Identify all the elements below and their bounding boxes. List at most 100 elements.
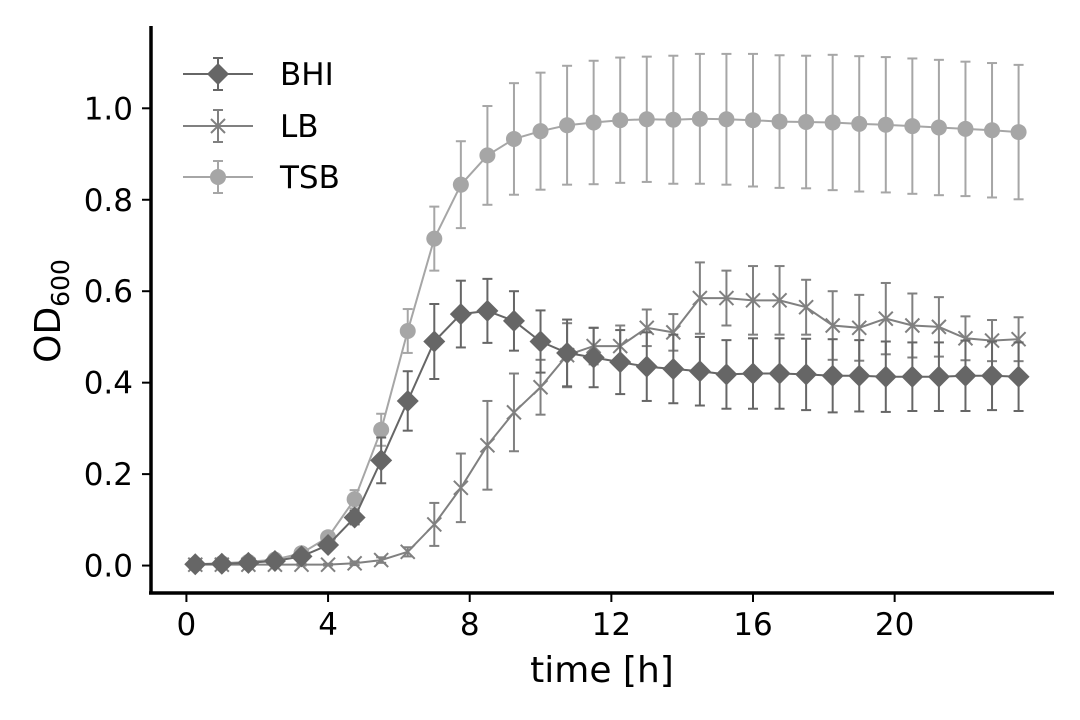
data-point-bhi xyxy=(874,365,897,388)
y-tick-label: 0.2 xyxy=(84,457,133,493)
axes xyxy=(149,26,1054,595)
data-point-lb xyxy=(771,292,788,309)
data-point-lb xyxy=(931,319,947,335)
data-point-tsb xyxy=(559,117,576,134)
y-axis-title-main: OD xyxy=(28,307,69,363)
legend-marker xyxy=(207,63,229,85)
data-point-bhi xyxy=(556,341,579,364)
legend-label: LB xyxy=(280,109,319,145)
data-point-bhi xyxy=(529,330,552,353)
data-point-tsb xyxy=(930,119,947,136)
x-tick-label: 4 xyxy=(318,607,338,643)
x-ticks: 0 4 8 12 16 20 xyxy=(177,593,914,643)
data-point-lb xyxy=(479,437,496,454)
data-point-tsb xyxy=(638,111,655,128)
data-point-tsb xyxy=(824,114,841,131)
data-point-lb xyxy=(718,290,735,306)
data-point-bhi xyxy=(502,309,525,332)
data-point-bhi xyxy=(210,552,233,575)
data-point-tsb xyxy=(904,118,921,135)
data-point-tsb xyxy=(399,322,416,339)
data-point-lb xyxy=(878,310,894,327)
y-axis-title: OD600 xyxy=(28,259,75,363)
data-point-tsb xyxy=(585,114,602,131)
data-point-tsb xyxy=(798,114,815,131)
data-point-tsb xyxy=(505,130,522,147)
data-point-lb xyxy=(400,544,416,560)
y-ticks: 0.0 0.2 0.4 0.6 0.8 1.0 xyxy=(84,91,151,585)
data-point-tsb xyxy=(691,110,708,127)
data-point-tsb xyxy=(665,111,682,128)
data-point-lb xyxy=(346,555,363,571)
data-point-lb xyxy=(904,317,921,334)
data-point-tsb xyxy=(452,176,469,193)
data-point-bhi xyxy=(768,362,791,385)
data-point-lb xyxy=(665,324,682,341)
data-point-lb xyxy=(532,379,549,395)
legend-label: BHI xyxy=(280,57,334,93)
data-point-bhi xyxy=(901,365,924,388)
data-point-bhi xyxy=(795,363,818,386)
y-axis-title-subscript: 600 xyxy=(46,259,75,307)
data-point-bhi xyxy=(927,365,950,388)
data-point-bhi xyxy=(688,360,711,383)
data-point-bhi xyxy=(476,299,499,322)
data-point-lb xyxy=(1010,331,1027,347)
data-point-tsb xyxy=(426,230,443,247)
data-point-tsb xyxy=(479,147,496,164)
data-point-bhi xyxy=(343,506,366,529)
data-point-lb xyxy=(745,292,761,309)
data-point-lb xyxy=(798,299,814,315)
data-point-bhi xyxy=(582,346,605,369)
data-point-bhi xyxy=(848,364,871,387)
x-tick-label: 0 xyxy=(177,607,197,643)
data-point-tsb xyxy=(877,116,894,133)
data-point-bhi xyxy=(396,389,419,412)
x-tick-label: 16 xyxy=(733,607,772,643)
x-axis-title: time [h] xyxy=(530,650,674,691)
legend-marker xyxy=(210,118,226,134)
data-point-lb xyxy=(426,516,443,533)
data-point-bhi xyxy=(609,351,632,374)
legend: BHI LB TSB xyxy=(183,57,340,196)
series-lb xyxy=(187,261,1027,573)
data-point-bhi xyxy=(1007,365,1030,388)
data-point-lb xyxy=(506,404,522,421)
data-point-tsb xyxy=(532,123,549,140)
series-line-lb xyxy=(195,297,1019,566)
data-point-bhi xyxy=(715,363,738,386)
y-tick-label: 0.0 xyxy=(84,549,133,585)
data-point-lb xyxy=(692,290,708,306)
data-point-bhi xyxy=(184,553,207,576)
data-point-bhi xyxy=(370,449,393,472)
series-bhi xyxy=(184,277,1030,576)
data-point-tsb xyxy=(851,115,868,132)
data-point-tsb xyxy=(718,111,735,128)
data-point-lb xyxy=(453,480,469,496)
plot-area xyxy=(184,52,1030,576)
legend-marker xyxy=(210,169,226,185)
data-point-bhi xyxy=(290,545,313,568)
data-point-bhi xyxy=(317,533,340,556)
data-point-bhi xyxy=(423,330,446,353)
data-point-bhi xyxy=(635,355,658,378)
data-point-bhi xyxy=(981,364,1004,387)
data-point-lb xyxy=(851,320,867,336)
data-point-lb xyxy=(957,330,974,347)
data-point-bhi xyxy=(954,364,977,387)
data-point-tsb xyxy=(745,112,761,129)
data-point-tsb xyxy=(612,112,629,129)
legend-item-tsb: TSB xyxy=(183,160,340,196)
y-tick-label: 0.6 xyxy=(84,274,133,310)
data-point-bhi xyxy=(662,357,685,380)
data-point-tsb xyxy=(771,113,788,130)
data-point-lb xyxy=(320,556,336,573)
data-point-tsb xyxy=(957,120,974,137)
data-point-tsb xyxy=(1010,124,1027,141)
data-point-bhi xyxy=(237,551,260,574)
series-line-bhi xyxy=(195,309,1019,566)
data-point-tsb xyxy=(984,122,1001,139)
data-point-lb xyxy=(373,552,389,568)
y-tick-label: 0.8 xyxy=(84,183,133,219)
